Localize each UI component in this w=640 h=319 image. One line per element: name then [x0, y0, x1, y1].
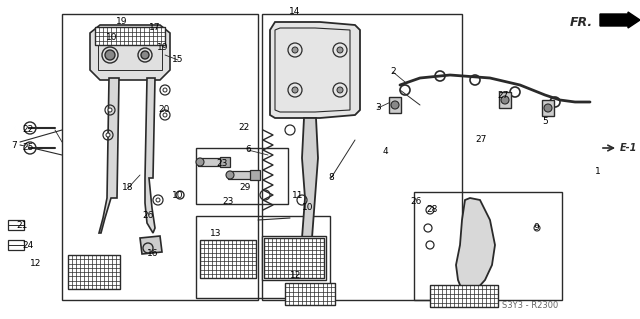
Text: 29: 29: [239, 183, 251, 192]
Bar: [430, 285, 498, 307]
Polygon shape: [456, 198, 495, 295]
Bar: [68, 255, 120, 289]
Bar: [262, 236, 326, 280]
Circle shape: [163, 88, 167, 92]
Text: 22: 22: [238, 123, 250, 132]
Text: 26: 26: [142, 211, 154, 219]
Text: 12: 12: [291, 271, 301, 280]
Circle shape: [544, 104, 552, 112]
Text: 10: 10: [302, 204, 314, 212]
Bar: [414, 192, 562, 300]
Circle shape: [292, 87, 298, 93]
Text: 12: 12: [30, 259, 42, 269]
Text: 23: 23: [222, 197, 234, 206]
Circle shape: [292, 47, 298, 53]
Bar: [200, 240, 256, 278]
Text: 27: 27: [476, 136, 486, 145]
Bar: [220, 157, 230, 167]
Circle shape: [105, 50, 115, 60]
Text: 16: 16: [147, 249, 159, 257]
Text: 5: 5: [542, 117, 548, 127]
Circle shape: [108, 108, 112, 112]
Text: 17: 17: [149, 24, 161, 33]
Circle shape: [106, 133, 110, 137]
Text: 3: 3: [375, 103, 381, 113]
Bar: [196, 216, 330, 298]
Text: 6: 6: [245, 145, 251, 154]
Text: 23: 23: [216, 160, 228, 168]
Text: 20: 20: [158, 106, 170, 115]
Bar: [198, 158, 222, 166]
Text: 2: 2: [390, 68, 396, 77]
Circle shape: [391, 101, 399, 109]
Text: 11: 11: [292, 190, 304, 199]
Text: 22: 22: [22, 125, 34, 135]
Text: 8: 8: [328, 174, 334, 182]
Polygon shape: [99, 78, 119, 233]
Circle shape: [196, 158, 204, 166]
Circle shape: [226, 171, 234, 179]
Text: 18: 18: [122, 183, 134, 192]
Bar: [250, 170, 260, 180]
Text: 19: 19: [157, 43, 169, 53]
Polygon shape: [90, 25, 170, 80]
Polygon shape: [302, 118, 318, 273]
Polygon shape: [270, 22, 360, 118]
Polygon shape: [145, 78, 155, 233]
Circle shape: [156, 198, 160, 202]
Bar: [499, 92, 511, 108]
Bar: [228, 171, 252, 179]
Bar: [285, 283, 335, 305]
Text: 15: 15: [172, 56, 184, 64]
Text: 9: 9: [533, 224, 539, 233]
Bar: [196, 148, 288, 204]
Text: 1: 1: [595, 167, 601, 176]
Text: 26: 26: [410, 197, 422, 206]
Bar: [62, 14, 258, 300]
Text: 14: 14: [289, 8, 301, 17]
Text: S3Y3 - R2300: S3Y3 - R2300: [502, 300, 558, 309]
Text: 24: 24: [22, 241, 34, 249]
Text: E-1: E-1: [620, 143, 637, 153]
Circle shape: [337, 47, 343, 53]
Text: 10: 10: [172, 190, 184, 199]
Text: 21: 21: [16, 220, 28, 229]
Circle shape: [163, 113, 167, 117]
Text: 25: 25: [22, 144, 34, 152]
Bar: [8, 240, 24, 250]
Text: 7: 7: [11, 140, 17, 150]
Text: 19: 19: [116, 18, 128, 26]
Bar: [542, 100, 554, 116]
Circle shape: [501, 96, 509, 104]
Text: 4: 4: [382, 147, 388, 157]
Text: 28: 28: [426, 205, 438, 214]
Text: 13: 13: [211, 229, 221, 239]
FancyArrow shape: [600, 12, 640, 28]
Text: 10: 10: [106, 33, 118, 42]
Circle shape: [141, 51, 149, 59]
Text: FR.: FR.: [570, 16, 593, 28]
Bar: [389, 97, 401, 113]
Polygon shape: [140, 236, 162, 254]
Bar: [262, 14, 462, 300]
Bar: [95, 27, 165, 45]
Bar: [264, 238, 324, 278]
Circle shape: [337, 87, 343, 93]
Bar: [8, 220, 24, 230]
Text: 27: 27: [497, 92, 509, 100]
